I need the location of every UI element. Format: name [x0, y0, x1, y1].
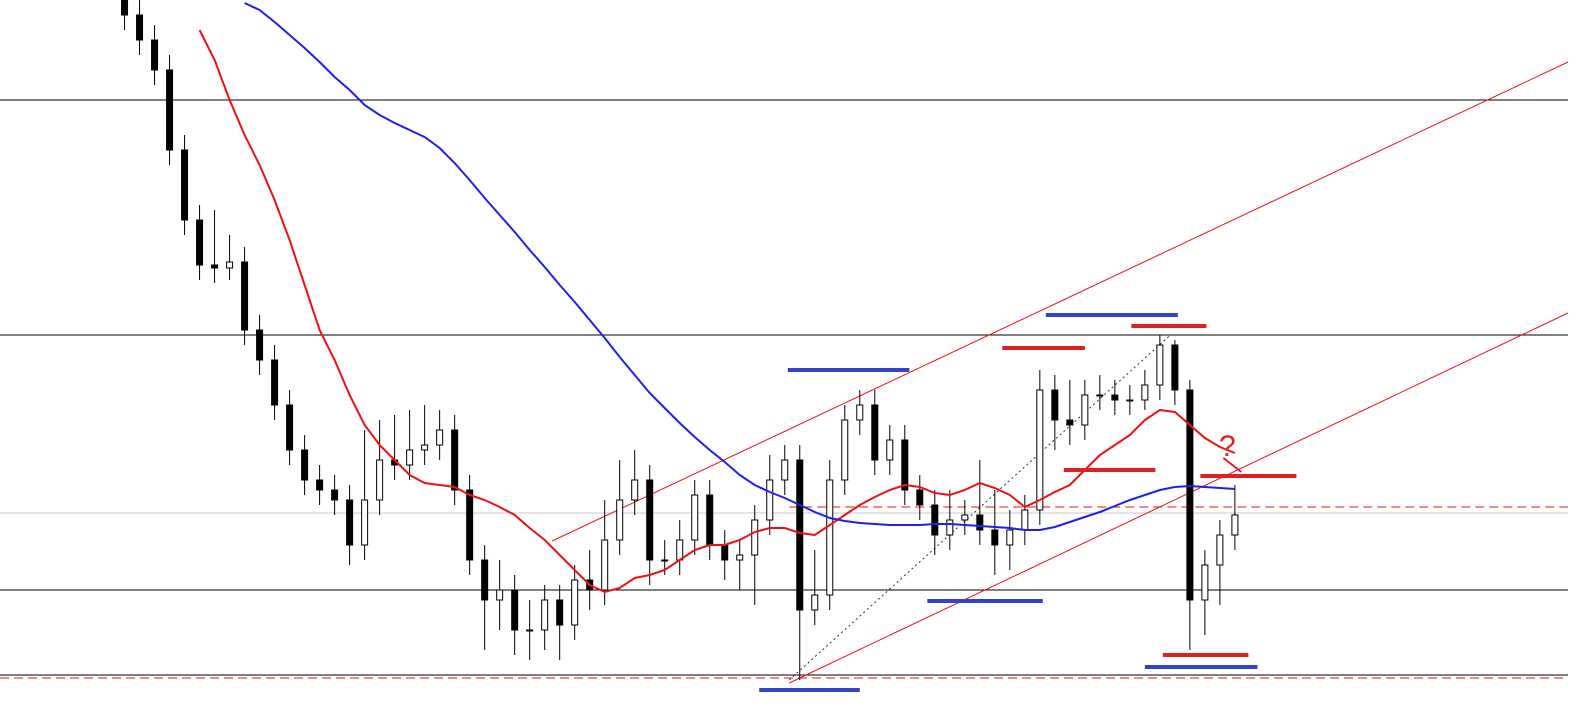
- candle-body: [136, 14, 144, 41]
- annotation: ?: [1219, 430, 1236, 463]
- candle-body: [721, 544, 729, 561]
- candle-body: [706, 494, 714, 546]
- candle-body: [871, 404, 879, 461]
- candle-body: [436, 429, 444, 446]
- trend-line: [551, 61, 1569, 542]
- moving-average: [244, 2, 1235, 531]
- candle-body: [811, 594, 819, 611]
- candle-body: [181, 149, 189, 221]
- candle-body: [646, 479, 654, 561]
- candle-body: [346, 499, 354, 546]
- candle-body: [1111, 394, 1119, 401]
- candle-body: [691, 494, 699, 541]
- candle-body: [841, 419, 849, 481]
- candle-body: [316, 479, 324, 491]
- candle-body: [616, 499, 624, 541]
- candle-body: [901, 439, 909, 491]
- candle-body: [601, 539, 609, 591]
- candle-body: [916, 489, 924, 506]
- candle-body: [571, 579, 579, 626]
- candle-body: [661, 559, 669, 562]
- candle-body: [556, 599, 564, 626]
- trend-line: [788, 334, 1171, 681]
- candle-body: [766, 479, 774, 521]
- candle-body: [526, 629, 534, 632]
- candle-body: [1171, 344, 1179, 391]
- candle-body: [511, 589, 519, 631]
- candle-body: [151, 39, 159, 71]
- moving-average: [198, 29, 1236, 594]
- candle-body: [1081, 394, 1089, 426]
- candle-body: [946, 519, 954, 536]
- candle-body: [1216, 534, 1224, 566]
- candle-body: [676, 539, 684, 561]
- candle-body: [1021, 509, 1029, 531]
- candle-body: [286, 404, 294, 451]
- candle-body: [1051, 389, 1059, 421]
- candle-body: [751, 519, 759, 556]
- trend-line: [789, 312, 1569, 684]
- candle-body: [301, 449, 309, 481]
- candle-body: [1141, 384, 1149, 401]
- candle-body: [1096, 394, 1104, 397]
- candle-body: [1066, 419, 1074, 426]
- candle-body: [1231, 514, 1239, 536]
- candle-body: [166, 69, 174, 151]
- candle-body: [781, 459, 789, 481]
- candle-body: [241, 261, 249, 331]
- candle-body: [886, 439, 894, 461]
- candle-body: [451, 429, 459, 491]
- candle-body: [421, 444, 429, 451]
- annotation-stroke: [1222, 457, 1243, 473]
- candle-body: [1036, 389, 1044, 511]
- candle-body: [796, 459, 804, 611]
- candle-body: [631, 479, 639, 501]
- candle-body: [826, 479, 834, 596]
- candle-body: [196, 219, 204, 266]
- candle-body: [406, 449, 414, 466]
- candle-body: [376, 459, 384, 501]
- candle-body: [226, 261, 234, 269]
- candle-body: [856, 404, 864, 421]
- candle-body: [1186, 389, 1194, 601]
- candle-body: [121, 0, 129, 16]
- candle-body: [466, 489, 474, 561]
- candle-body: [541, 599, 549, 631]
- candle-body: [481, 559, 489, 601]
- candle-body: [271, 359, 279, 406]
- candle-body: [496, 589, 504, 601]
- candle-body: [211, 264, 219, 269]
- candle-body: [1156, 344, 1164, 386]
- candle-body: [961, 514, 969, 521]
- candle-body: [976, 514, 984, 531]
- candle-body: [256, 329, 264, 361]
- candle-body: [736, 554, 744, 561]
- candle-body: [361, 499, 369, 546]
- candle-body: [991, 529, 999, 546]
- candle-body: [331, 489, 339, 501]
- candle-body: [1006, 529, 1014, 546]
- candle-body: [931, 504, 939, 536]
- candle-body: [1201, 564, 1209, 601]
- candle-body: [1126, 399, 1134, 402]
